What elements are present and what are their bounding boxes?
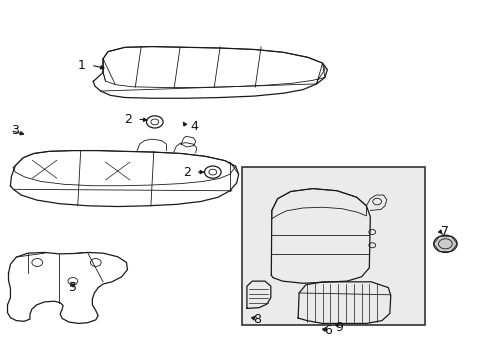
Text: 9: 9 xyxy=(335,320,343,333)
Text: 2: 2 xyxy=(183,166,190,179)
Text: 2: 2 xyxy=(124,113,132,126)
Text: 7: 7 xyxy=(441,225,448,238)
Bar xyxy=(242,167,424,325)
Text: 8: 8 xyxy=(252,313,260,327)
Text: 5: 5 xyxy=(69,281,77,294)
Text: 1: 1 xyxy=(78,59,86,72)
Text: 4: 4 xyxy=(190,120,198,133)
Text: 6: 6 xyxy=(324,324,332,337)
Text: 3: 3 xyxy=(11,124,19,137)
Circle shape xyxy=(433,235,456,252)
